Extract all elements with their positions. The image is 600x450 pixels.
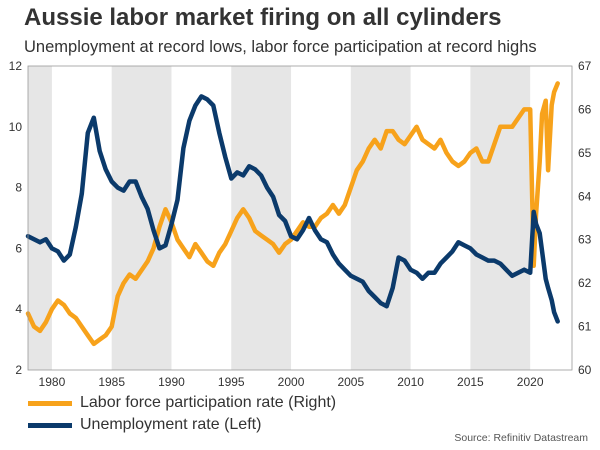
x-tick-label: 1985: [98, 375, 125, 389]
series-layer: [25, 81, 560, 347]
series-line-unemployment: [25, 94, 560, 324]
right-tick-label: 67: [578, 59, 592, 73]
shaded-band-0: [28, 66, 52, 370]
left-tick-label: 12: [9, 59, 23, 73]
x-tick-label: 2010: [397, 375, 424, 389]
right-tick-label: 66: [578, 102, 592, 116]
left-tick-label: 8: [15, 181, 22, 195]
legend-swatch-unemployment: [28, 422, 72, 428]
right-tick-label: 61: [578, 320, 592, 334]
x-tick-label: 1995: [218, 375, 245, 389]
right-tick-label: 63: [578, 233, 592, 247]
right-axis: 60 61 62 63 64 65 66 67: [578, 59, 592, 377]
x-tick-label: 1980: [39, 375, 66, 389]
legend-swatch-participation: [28, 400, 72, 406]
right-tick-label: 64: [578, 189, 592, 203]
chart-subtitle: Unemployment at record lows, labor force…: [24, 38, 537, 56]
x-tick-label: 2000: [278, 375, 305, 389]
right-tick-label: 60: [578, 363, 592, 377]
plot-frame: [27, 65, 573, 371]
left-tick-label: 4: [15, 302, 22, 316]
right-tick-label: 65: [578, 146, 592, 160]
left-tick-label: 6: [15, 241, 22, 255]
legend: Labor force participation rate (Right) U…: [28, 392, 336, 436]
left-tick-label: 10: [9, 120, 23, 134]
legend-item-participation: Labor force participation rate (Right): [28, 392, 336, 414]
legend-label-unemployment: Unemployment rate (Left): [80, 416, 262, 433]
x-tick-label: 2005: [337, 375, 364, 389]
source-note: Source: Refinitiv Datastream: [454, 432, 588, 444]
left-axis: 2 4 6 8 10 12: [9, 59, 23, 377]
chart-title: Aussie labor market firing on all cylind…: [24, 4, 502, 31]
x-tick-label: 2020: [517, 375, 544, 389]
legend-item-unemployment: Unemployment rate (Left): [28, 414, 336, 436]
x-tick-label: 1990: [158, 375, 185, 389]
shaded-band-3: [350, 66, 411, 370]
right-tick-label: 62: [578, 276, 592, 290]
x-tick-label: 2015: [457, 375, 484, 389]
x-axis: 1980 1985 1990 1995 2000 2005 2010 2015 2020: [39, 375, 544, 389]
left-tick-label: 2: [15, 363, 22, 377]
legend-label-participation: Labor force participation rate (Right): [80, 394, 337, 411]
